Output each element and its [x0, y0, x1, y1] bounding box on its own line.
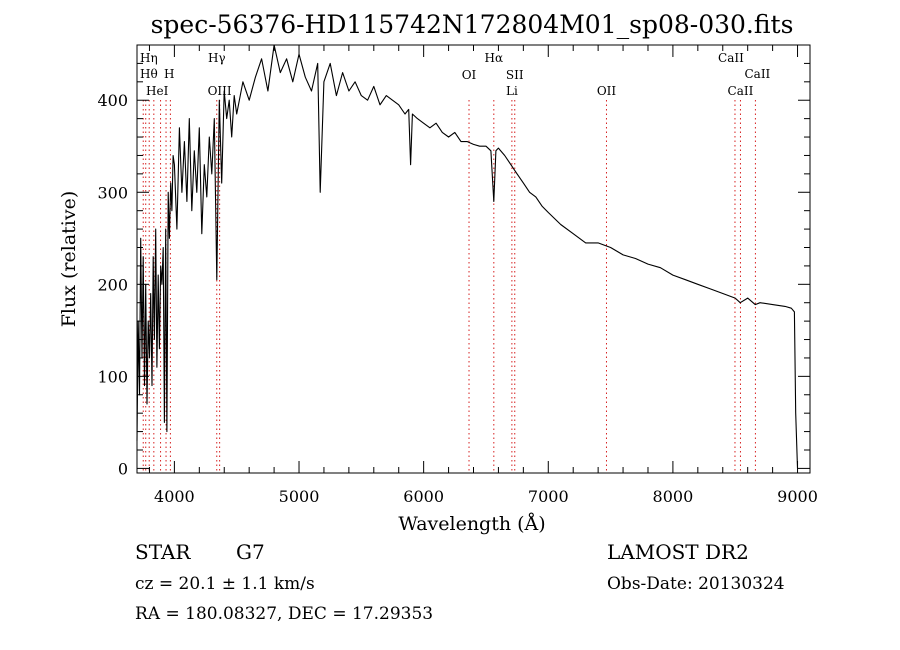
- marker-label: Li: [506, 84, 518, 98]
- x-tick-label: 8000: [653, 487, 694, 506]
- y-axis-title: Flux (relative): [58, 191, 80, 328]
- y-tick-label: 400: [97, 91, 128, 110]
- x-tick-label: 4000: [154, 487, 195, 506]
- spectrum-line: [136, 44, 799, 469]
- marker-label: Hα: [485, 51, 504, 65]
- spectrum-plot: [136, 44, 799, 469]
- x-tick-label: 6000: [403, 487, 444, 506]
- marker-label: Hη: [140, 51, 158, 65]
- spectral-subclass: G7: [236, 540, 265, 564]
- marker-label: OI: [462, 68, 477, 82]
- y-tick-label: 0: [118, 459, 128, 478]
- object-class: STAR: [135, 540, 191, 564]
- marker-label: CaII: [718, 51, 744, 65]
- marker-label: HeI: [146, 84, 169, 98]
- marker-label: Hγ: [208, 51, 226, 65]
- y-tick-label: 200: [97, 275, 128, 294]
- marker-label: CaII: [728, 84, 754, 98]
- x-tick-label: 7000: [528, 487, 569, 506]
- axis-ticks: 4000 5000 6000 7000 8000 9000 0 100 200 300 400: [97, 45, 818, 506]
- observation-date: Obs-Date: 20130324: [607, 574, 785, 594]
- marker-label: Hθ: [140, 67, 158, 81]
- marker-label: CaII: [744, 67, 770, 81]
- x-axis-title: Wavelength (Å): [398, 513, 545, 535]
- marker-label: OIII: [208, 84, 232, 98]
- survey-name: LAMOST DR2: [607, 540, 749, 564]
- chart-title: spec-56376-HD115742N172804M01_sp08-030.f…: [151, 10, 794, 39]
- x-tick-label: 5000: [279, 487, 320, 506]
- line-markers: [142, 100, 756, 473]
- y-tick-label: 100: [97, 367, 128, 386]
- y-tick-label: 300: [97, 183, 128, 202]
- marker-label: H: [164, 67, 174, 81]
- sky-coordinates: RA = 180.08327, DEC = 17.29353: [135, 604, 433, 624]
- marker-label: SII: [506, 68, 524, 82]
- redshift-velocity: cz = 20.1 ± 1.1 km/s: [135, 574, 315, 594]
- marker-label: OII: [597, 84, 617, 98]
- x-tick-label: 9000: [777, 487, 818, 506]
